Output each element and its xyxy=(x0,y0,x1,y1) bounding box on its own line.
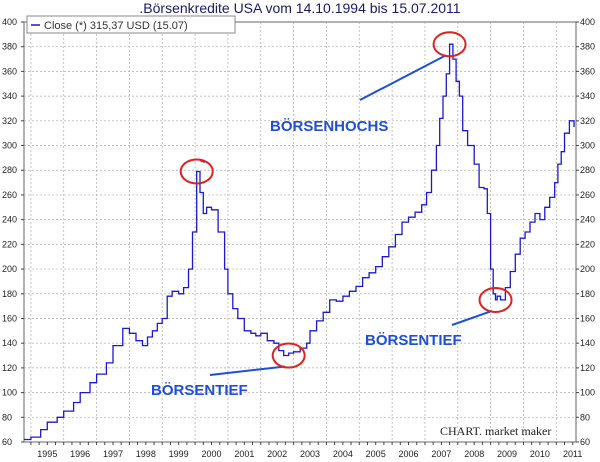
series-line-close xyxy=(24,43,575,441)
tick-label-x-1998: 1998 xyxy=(136,449,156,459)
tick-label-x-2000: 2000 xyxy=(201,449,221,459)
tick-label-x-2003: 2003 xyxy=(300,449,320,459)
tick-label-left-180: 180 xyxy=(2,289,17,299)
tick-label-left-280: 280 xyxy=(2,165,17,175)
tick-label-left-140: 140 xyxy=(2,338,17,348)
tick-label-right-320: 320 xyxy=(580,116,595,126)
tick-label-left-300: 300 xyxy=(2,141,17,151)
tick-label-right-160: 160 xyxy=(580,313,595,323)
annotations: BÖRSENHOCHS BÖRSENTIEF BÖRSENTIEF xyxy=(151,31,513,399)
tick-label-x-2009: 2009 xyxy=(497,449,517,459)
legend: Close (*) 315,37 USD (15.07) xyxy=(26,15,236,34)
tick-label-right-260: 260 xyxy=(580,190,595,200)
tick-label-x-1996: 1996 xyxy=(70,449,90,459)
y-axis-right: 60 80 100 120 140 160 180 200 220 240 260 280 300 320… xyxy=(576,17,595,447)
annotation-label-low-2002: BÖRSENTIEF xyxy=(151,382,248,399)
tick-label-x-2005: 2005 xyxy=(366,449,386,459)
legend-label: Close (*) 315,37 USD (15.07) xyxy=(44,20,188,32)
tick-label-x-1999: 1999 xyxy=(169,449,189,459)
tick-label-right-120: 120 xyxy=(580,363,595,373)
annotation-circle xyxy=(271,342,306,369)
annotation-label-high: BÖRSENHOCHS xyxy=(270,118,388,135)
tick-label-x-2007: 2007 xyxy=(431,449,451,459)
annotation-circle xyxy=(179,158,214,185)
tick-label-x-2008: 2008 xyxy=(464,449,484,459)
tick-label-left-260: 260 xyxy=(2,190,17,200)
tick-label-left-160: 160 xyxy=(2,313,17,323)
tick-label-x-2002: 2002 xyxy=(267,449,287,459)
tick-label-left-400: 400 xyxy=(2,17,17,27)
tick-label-right-240: 240 xyxy=(580,215,595,225)
tick-label-left-220: 220 xyxy=(2,239,17,249)
tick-label-left-380: 380 xyxy=(2,42,17,52)
annotation-circle xyxy=(478,286,513,313)
tick-label-right-80: 80 xyxy=(580,412,590,422)
tick-label-right-220: 220 xyxy=(580,239,595,249)
tick-label-left-240: 240 xyxy=(2,215,17,225)
annotation-circle xyxy=(432,31,467,58)
tick-label-x-2001: 2001 xyxy=(234,449,254,459)
annotation-label-low-2009: BÖRSENTIEF xyxy=(365,332,462,349)
tick-label-right-340: 340 xyxy=(580,91,595,101)
tick-label-left-320: 320 xyxy=(2,116,17,126)
plot-area xyxy=(23,21,577,443)
tick-label-right-100: 100 xyxy=(580,388,595,398)
tick-label-left-60: 60 xyxy=(2,437,12,447)
tick-label-left-360: 360 xyxy=(2,66,17,76)
tick-label-x-2011: 2011 xyxy=(563,449,582,459)
chart-title: .Börsenkredite USA vom 14.10.1994 bis 15… xyxy=(139,0,460,16)
tick-label-left-100: 100 xyxy=(2,388,17,398)
tick-label-right-140: 140 xyxy=(580,338,595,348)
tick-label-left-80: 80 xyxy=(2,412,12,422)
tick-label-x-1995: 1995 xyxy=(37,449,57,459)
tick-label-right-360: 360 xyxy=(580,66,595,76)
annotation-pointer xyxy=(209,365,286,376)
tick-label-left-340: 340 xyxy=(2,91,17,101)
tick-label-left-200: 200 xyxy=(2,264,17,274)
tick-label-right-300: 300 xyxy=(580,141,595,151)
tick-label-right-280: 280 xyxy=(580,165,595,175)
tick-label-x-2004: 2004 xyxy=(333,449,353,459)
annotation-pointer xyxy=(359,54,447,101)
tick-label-x-2006: 2006 xyxy=(399,449,419,459)
tick-label-right-200: 200 xyxy=(580,264,595,274)
y-axis-left: 60 80 100 120 140 160 180 200 220 240 260 280 300 320… xyxy=(2,17,24,447)
tick-label-left-120: 120 xyxy=(2,363,17,373)
tick-label-right-180: 180 xyxy=(580,289,595,299)
tick-label-x-2010: 2010 xyxy=(530,449,550,459)
annotation-pointer xyxy=(451,309,493,326)
tick-label-right-380: 380 xyxy=(580,42,595,52)
tick-label-right-60: 60 xyxy=(580,437,590,447)
legend-box xyxy=(26,15,236,34)
tick-label-right-400: 400 xyxy=(580,17,595,27)
x-axis: 1995 1996 1997 1998 1999 2000 2001 2002 2003 2004… xyxy=(30,442,582,459)
tick-label-x-1997: 1997 xyxy=(103,449,123,459)
watermark: CHART. market maker xyxy=(440,424,551,438)
